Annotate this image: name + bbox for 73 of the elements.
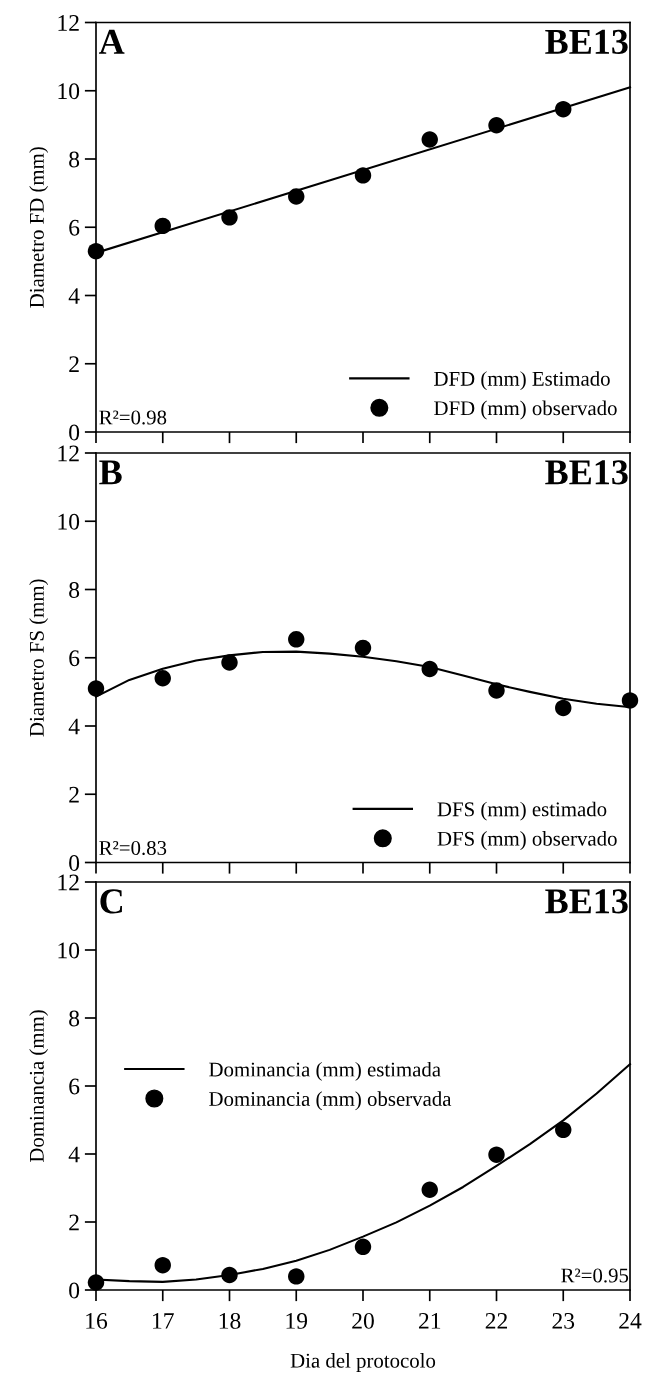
annotation: BE13: [545, 460, 628, 485]
annotation: R²=0.83: [99, 840, 167, 856]
point: [488, 117, 505, 134]
y-tick-label: 10: [58, 83, 80, 100]
point: [288, 1268, 305, 1285]
point: [154, 670, 171, 687]
y-tick-label: 6: [69, 219, 80, 236]
point: [354, 1238, 372, 1256]
point: [421, 660, 438, 678]
y-tick-label: 10: [58, 513, 80, 530]
y-tick-label: 2: [69, 786, 79, 803]
y-tick-label: 8: [69, 581, 80, 598]
point: [288, 631, 305, 648]
x-tick-label: 23: [552, 1312, 575, 1329]
y-tick-label: 2: [69, 356, 79, 372]
point: [421, 1181, 438, 1198]
x-tick-label: 17: [153, 1313, 174, 1329]
annotation: R²=0.98: [99, 410, 167, 425]
point: [221, 209, 238, 226]
point: [488, 1146, 505, 1163]
y-tick-label: 0: [69, 1282, 80, 1299]
point: [154, 217, 171, 235]
annotation: BE13: [545, 889, 628, 914]
annotation: A: [99, 29, 125, 54]
y-axis-title: Diametro FS (mm): [29, 579, 49, 737]
x-tick-label: 18: [219, 1312, 241, 1329]
y-axis-title: Diametro FD (mm): [29, 147, 49, 308]
x-tick-label: 21: [418, 1312, 441, 1329]
annotation: C: [100, 889, 122, 914]
point: [555, 1121, 572, 1139]
point: [221, 654, 238, 671]
y-tick-label: 12: [58, 445, 79, 462]
legend-label: DFD (mm) Estimado: [434, 371, 610, 391]
point: [354, 167, 372, 184]
y-tick-label: 4: [68, 718, 80, 735]
x-tick-label: 24: [619, 1312, 642, 1329]
legend-label: Dominancia (mm) estimada: [209, 1061, 441, 1081]
y-tick-label: 8: [69, 1010, 80, 1027]
y-tick-label: 4: [68, 1146, 80, 1163]
point: [87, 242, 105, 260]
point: [354, 639, 372, 657]
x-tick-label: 16: [86, 1312, 108, 1329]
y-tick-label: 2: [69, 1214, 79, 1231]
x-tick-label: 20: [352, 1312, 374, 1329]
y-axis-title: Dominancia (mm): [29, 1010, 49, 1163]
point: [555, 100, 572, 118]
point: [288, 188, 305, 205]
y-tick-label: 10: [58, 942, 80, 959]
y-tick-label: 6: [69, 650, 80, 667]
x-tick-label: 22: [485, 1312, 507, 1329]
legend-label: DFS (mm) estimado: [437, 801, 607, 821]
point: [87, 680, 105, 697]
legend-label: DFD (mm) observado: [434, 400, 617, 420]
x-tick-label: 19: [286, 1312, 308, 1329]
y-tick-label: 0: [69, 854, 80, 871]
y-tick-label: 4: [68, 288, 80, 304]
point: [421, 131, 438, 148]
y-tick-label: 6: [69, 1078, 80, 1095]
y-tick-label: 12: [58, 15, 79, 31]
point: [154, 1256, 171, 1274]
point: [621, 692, 639, 709]
y-tick-label: 0: [69, 424, 80, 441]
annotation: B: [99, 460, 122, 485]
x-axis-title: Dia del protocolo: [290, 1353, 436, 1372]
legend-label: DFS (mm) observado: [437, 831, 617, 850]
point: [555, 699, 572, 717]
legend-label: Dominancia (mm) observada: [209, 1091, 452, 1111]
annotation: R²=0.95: [561, 1268, 629, 1283]
y-tick-label: 8: [69, 151, 80, 168]
annotation: BE13: [545, 29, 628, 55]
point: [221, 1266, 238, 1284]
y-tick-label: 12: [58, 874, 79, 891]
point: [488, 682, 505, 699]
